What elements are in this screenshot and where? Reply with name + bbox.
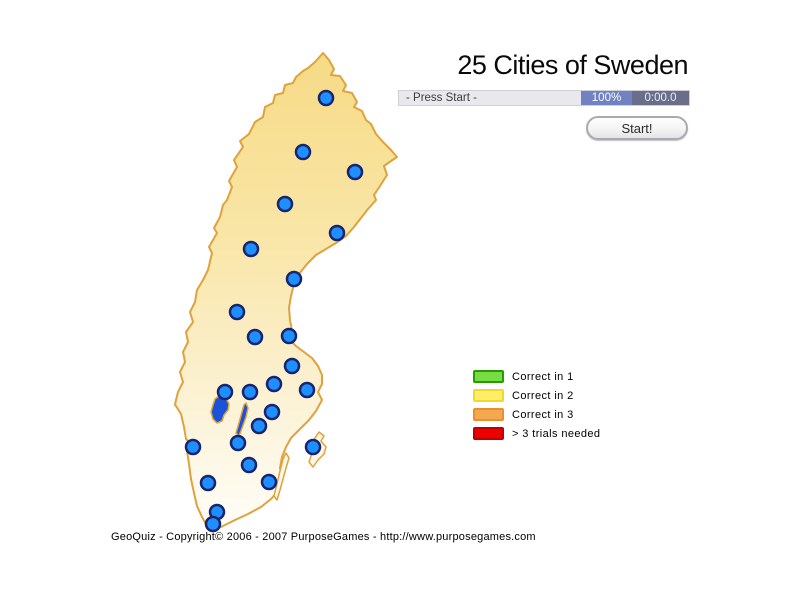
city-dot[interactable] — [346, 163, 364, 181]
progress-percent: 100% — [581, 91, 632, 105]
city-dot[interactable] — [276, 195, 294, 213]
city-dot[interactable] — [298, 381, 316, 399]
city-dot[interactable] — [199, 474, 217, 492]
city-dot[interactable] — [294, 143, 312, 161]
city-dot[interactable] — [250, 417, 268, 435]
legend-swatch-correct-in-1 — [473, 370, 504, 383]
legend-label: Correct in 2 — [512, 389, 574, 402]
city-dot[interactable] — [240, 456, 258, 474]
city-dot[interactable] — [242, 240, 260, 258]
legend-swatch-more-than-3 — [473, 427, 504, 440]
city-dot[interactable] — [260, 473, 278, 491]
legend: Correct in 1 Correct in 2 Correct in 3 >… — [473, 370, 600, 446]
city-dot[interactable] — [246, 328, 264, 346]
footer-credit: GeoQuiz - Copyright© 2006 - 2007 Purpose… — [111, 531, 536, 543]
island-oland[interactable] — [273, 452, 290, 501]
lake-vanern — [210, 395, 230, 424]
legend-label: Correct in 1 — [512, 370, 574, 383]
status-bar: - Press Start - 100% 0:00.0 — [398, 90, 690, 106]
city-dot[interactable] — [263, 403, 281, 421]
legend-item: Correct in 2 — [473, 389, 600, 402]
timer-display: 0:00.0 — [632, 91, 689, 105]
legend-item: Correct in 1 — [473, 370, 600, 383]
city-dot[interactable] — [280, 327, 298, 345]
city-dot[interactable] — [241, 383, 259, 401]
city-dot[interactable] — [216, 383, 234, 401]
city-dot[interactable] — [204, 515, 222, 533]
sweden-mainland[interactable] — [174, 52, 398, 532]
city-dot[interactable] — [265, 375, 283, 393]
start-button[interactable]: Start! — [586, 116, 688, 140]
city-dots-layer — [184, 89, 364, 533]
city-dot[interactable] — [285, 270, 303, 288]
legend-item: > 3 trials needed — [473, 427, 600, 440]
city-dot[interactable] — [328, 224, 346, 242]
legend-item: Correct in 3 — [473, 408, 600, 421]
city-dot[interactable] — [304, 438, 322, 456]
status-message: - Press Start - — [399, 91, 581, 105]
page-title: 25 Cities of Sweden — [457, 50, 688, 80]
city-dot[interactable] — [317, 89, 335, 107]
city-dot[interactable] — [283, 357, 301, 375]
city-dot[interactable] — [228, 303, 246, 321]
city-dot[interactable] — [229, 434, 247, 452]
lake-vattern — [235, 402, 249, 437]
legend-swatch-correct-in-3 — [473, 408, 504, 421]
legend-label: > 3 trials needed — [512, 427, 601, 440]
city-dot[interactable] — [184, 438, 202, 456]
legend-swatch-correct-in-2 — [473, 389, 504, 402]
legend-label: Correct in 3 — [512, 408, 574, 421]
